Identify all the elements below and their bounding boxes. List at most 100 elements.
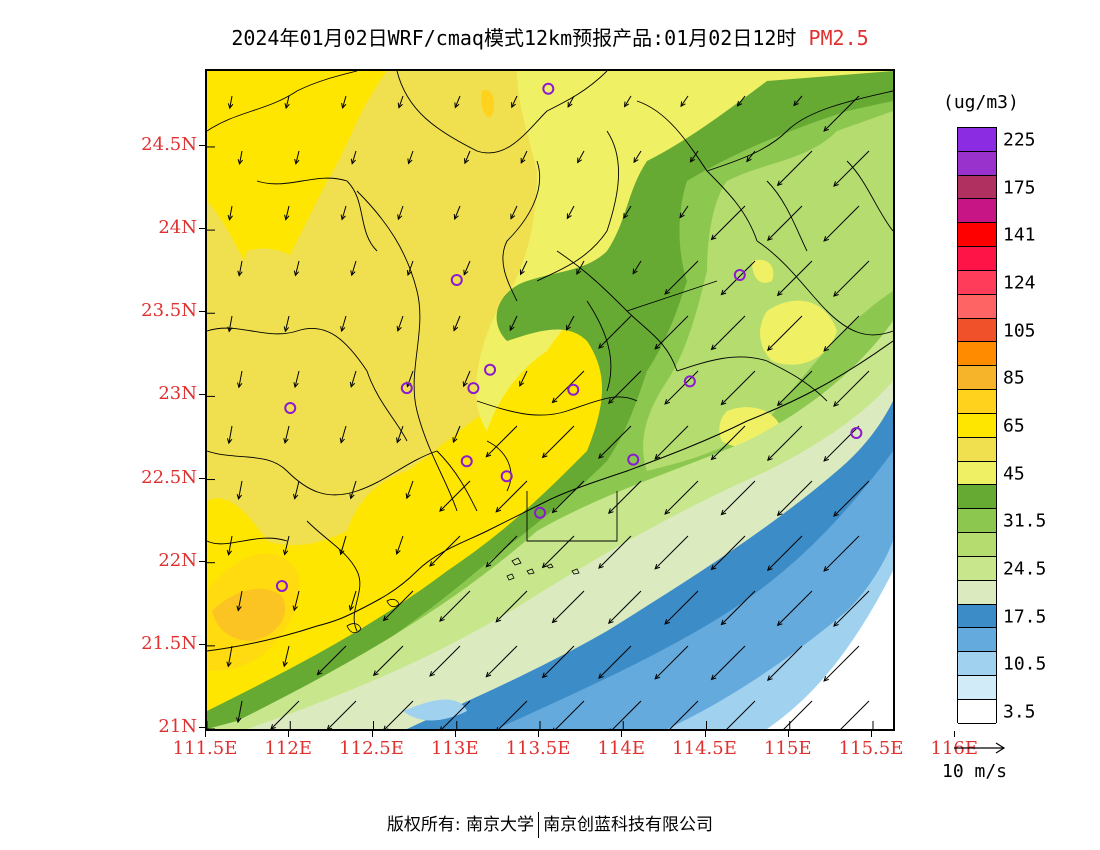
wind-arrow [439, 590, 471, 622]
wind-arrow [654, 535, 689, 570]
wind-arrow-head [633, 157, 639, 164]
wind-arrow [555, 700, 585, 729]
y-tick [199, 560, 205, 562]
wind-arrow [654, 645, 689, 680]
wind-arrow-head [496, 726, 499, 729]
wind-arrow [711, 645, 746, 680]
x-tick-label: 113E [431, 738, 479, 759]
wind-arrow [767, 425, 803, 461]
wind-arrow [598, 645, 632, 679]
station-marker [450, 273, 463, 286]
wind-arrow [612, 700, 642, 729]
wind-arrow [237, 700, 243, 723]
title-main: 2024年01月02日WRF/cmaq模式12km预报产品:01月02日12时 [231, 26, 797, 50]
footer-left: 版权所有: 南京大学 [386, 815, 535, 835]
colorbar-label: 17.5 [1003, 606, 1047, 628]
wind-arrow-head [607, 398, 614, 405]
coastline [207, 340, 893, 652]
wind-arrow [383, 590, 414, 621]
wind-arrow [664, 480, 699, 515]
wind-arrow-head [664, 289, 670, 295]
colorbar-swatch [958, 533, 996, 557]
wind-arrow [239, 150, 243, 165]
wind-arrow [284, 315, 290, 332]
wind-arrow-head [823, 676, 829, 682]
wind-arrow-head [624, 101, 630, 108]
wind-arrow [823, 95, 860, 132]
wind-arrow-head [823, 566, 829, 572]
wind-arrow [284, 535, 290, 555]
wind-arrow [833, 480, 870, 517]
wind-arrow-head [396, 437, 402, 444]
colorbar-swatch [958, 604, 996, 629]
field-lightyellow-north [207, 71, 767, 546]
wind-arrow [294, 480, 300, 499]
wind-arrow [654, 315, 689, 350]
wind-arrow-head [833, 511, 839, 517]
wind-arrow [624, 95, 632, 107]
wind-arrow [633, 150, 642, 163]
colorbar-swatch [958, 676, 996, 700]
wind-arrow [237, 590, 243, 611]
wind-arrow-head [395, 548, 401, 556]
wind-arrow [793, 95, 803, 106]
wind-arrow-head [464, 158, 470, 165]
wind-arrow-head [766, 345, 773, 352]
wind-arrow-head [541, 562, 548, 569]
wind-arrow [238, 260, 243, 276]
x-tick-label: 114E [597, 738, 646, 759]
wind-arrow [519, 370, 528, 387]
wind-arrow [679, 205, 689, 218]
wind-arrow [351, 260, 357, 276]
wind-arrow-head [654, 453, 661, 460]
wind-arrow [654, 425, 689, 460]
colorbar-label: 225 [1003, 129, 1036, 151]
x-tick [288, 731, 290, 737]
wind-arrow [228, 315, 233, 332]
colorbar-swatch [958, 270, 996, 295]
wind-arrow [293, 590, 300, 611]
wind-arrow [767, 645, 803, 681]
field-white [767, 571, 893, 729]
colorbar-label: 10.5 [1003, 653, 1047, 675]
wind-arrow [453, 315, 461, 331]
wind-arrow [439, 480, 471, 512]
wind-arrow [823, 315, 860, 352]
x-tick [704, 731, 706, 737]
wind-arrow [511, 95, 518, 108]
colorbar-swatch [958, 151, 996, 176]
colorbar-swatch [958, 509, 996, 534]
wind-arrow-head [294, 158, 300, 165]
wind-arrow [840, 700, 870, 729]
wind-arrow [833, 370, 870, 407]
x-tick [454, 731, 456, 737]
wind-arrow-head [689, 156, 696, 163]
wind-arrow [608, 590, 642, 624]
wind-arrow [542, 425, 575, 458]
wind-arrow [228, 205, 233, 220]
wind-arrow-head [710, 564, 717, 571]
wind-arrow-head [270, 724, 276, 729]
wind-arrow [711, 315, 746, 350]
wind-arrow [566, 205, 575, 219]
colorbar-label: 85 [1003, 367, 1025, 389]
wind-arrow-head [566, 213, 572, 220]
wind-arrow-head [551, 397, 558, 404]
wind-arrow [238, 370, 243, 388]
station-marker [850, 426, 863, 439]
wind-arrow-head [283, 437, 289, 444]
wind-arrow-head [520, 157, 526, 164]
colorbar-swatch [958, 318, 996, 343]
wind-arrow-head [720, 289, 727, 296]
wind-arrow-head [463, 269, 469, 276]
wind-arrow [690, 150, 699, 163]
wind-arrow [552, 590, 585, 623]
wind-arrow-head [766, 565, 773, 572]
x-tick-label: 114.5E [672, 738, 737, 759]
wind-arrow [823, 535, 860, 572]
wind-arrow [485, 425, 518, 458]
wind-arrow-head [237, 270, 243, 277]
wind-arrow-head [316, 669, 323, 676]
footer-separator [538, 812, 540, 838]
wind-arrow-head [710, 674, 717, 681]
